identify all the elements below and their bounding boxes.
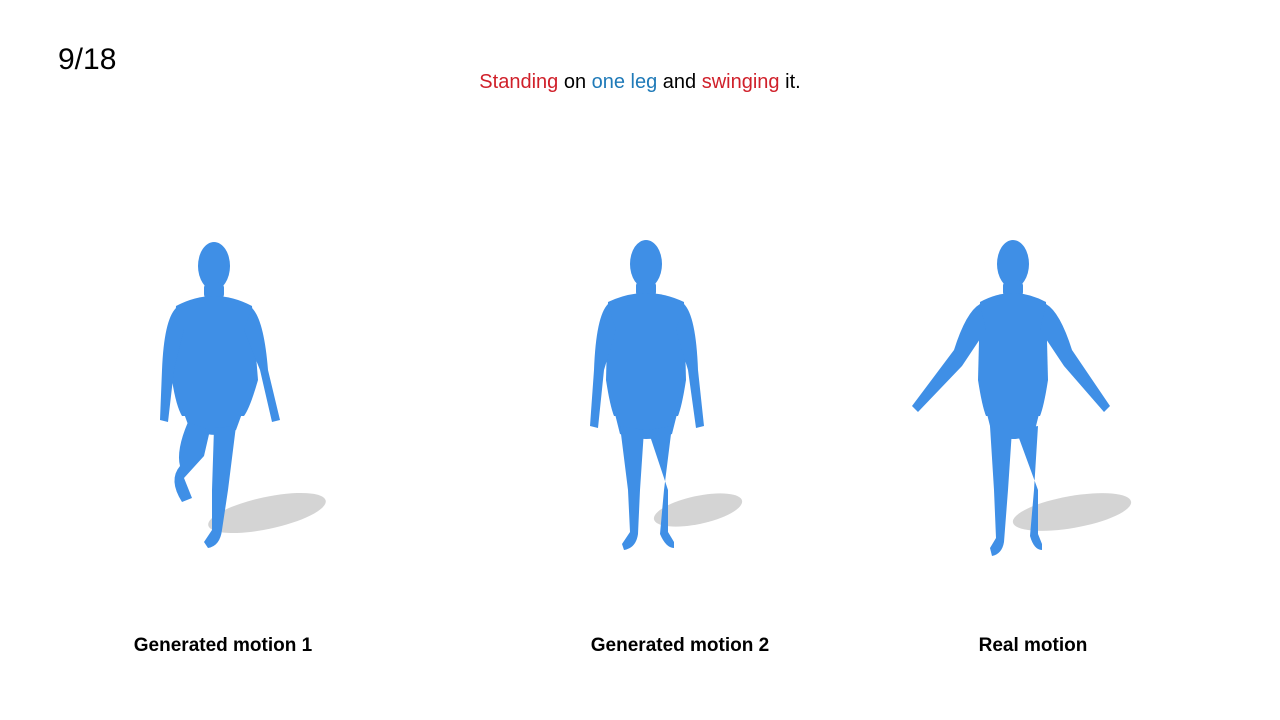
caption-word: one leg [591,71,658,93]
motion-caption: Standing on one leg and swinging it. [0,70,1280,94]
caption-word: swinging [701,71,780,93]
slide-counter: 9/18 [58,43,117,76]
human-figure-standing [590,240,743,550]
label-generated-motion-2: Generated motion 2 [590,635,770,656]
caption-word: it. [779,71,801,93]
human-figure-one-leg [160,242,326,548]
caption-word: on [558,71,592,93]
motion-panel-1 [72,230,372,570]
label-real-motion: Real motion [978,635,1088,656]
caption-word: and [657,71,702,93]
caption-word: Standing [479,71,559,93]
floor-shadow [208,492,326,534]
floor-shadow [653,493,743,527]
label-generated-motion-1: Generated motion 1 [133,635,313,656]
floor-shadow [1012,493,1132,531]
motion-panel-3 [862,230,1162,570]
human-figure-arms-spread [912,240,1132,556]
motion-panel-2 [498,230,798,570]
